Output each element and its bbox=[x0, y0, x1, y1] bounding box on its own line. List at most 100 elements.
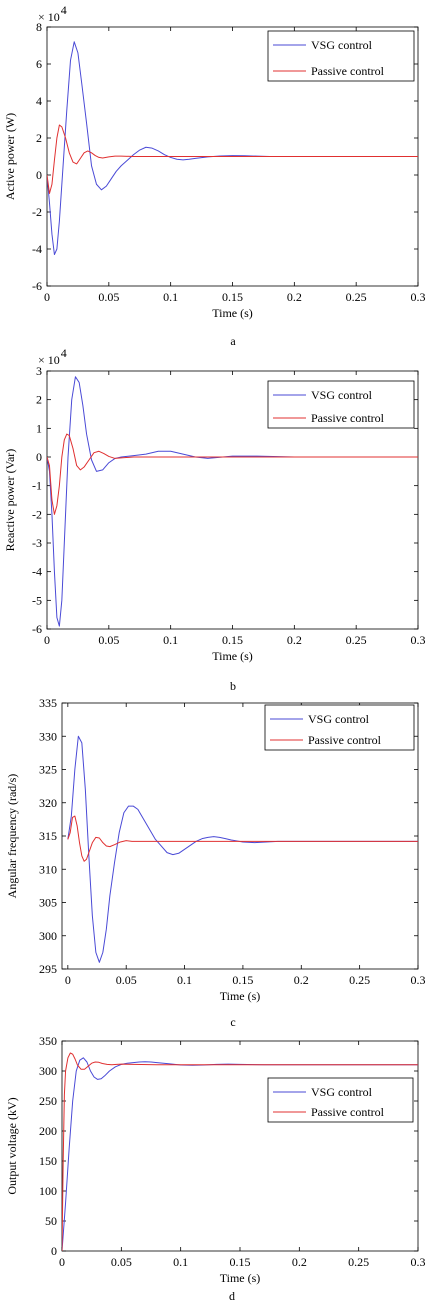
x-tick-label: 0.15 bbox=[232, 973, 253, 987]
panel-label: c bbox=[230, 1015, 235, 1029]
y-tick-label: 150 bbox=[39, 1154, 57, 1168]
legend-entry: VSG control bbox=[311, 38, 373, 52]
y-tick-label: 100 bbox=[39, 1184, 57, 1198]
x-tick-label: 0.25 bbox=[346, 633, 367, 647]
x-tick-label: 0 bbox=[44, 290, 50, 304]
x-tick-label: 0.05 bbox=[98, 290, 119, 304]
chart-panel-b: 0 0.05 0.1 0.15 0.2 0.25 0.3 -6 -5 -4 -3 -2 -1 0 1 2 3× … bbox=[3, 346, 426, 693]
y-tick-label: 350 bbox=[39, 1034, 57, 1048]
x-axis-label: Time (s) bbox=[220, 1271, 261, 1285]
legend: VSG control Passive control bbox=[267, 1077, 414, 1123]
legend-entry: Passive control bbox=[311, 411, 385, 425]
series-line-passive-control bbox=[47, 433, 418, 515]
y-tick-label: -6 bbox=[32, 279, 42, 293]
y-tick-label: -5 bbox=[32, 593, 42, 607]
y-exponent-label: × 104 bbox=[38, 346, 67, 367]
x-tick-label: 0.2 bbox=[287, 290, 302, 304]
series-line-vsg-control bbox=[67, 735, 418, 963]
x-axis-label: Time (s) bbox=[212, 306, 253, 320]
x-tick-label: 0.3 bbox=[411, 973, 426, 987]
x-tick-label: 0.15 bbox=[222, 290, 243, 304]
x-tick-label: 0.05 bbox=[116, 973, 137, 987]
y-axis-label: Reactive power (Var) bbox=[3, 449, 17, 552]
legend: VSG control Passive control bbox=[267, 380, 415, 429]
legend-entry: VSG control bbox=[311, 1085, 373, 1099]
y-tick-label: 305 bbox=[39, 896, 57, 910]
legend: VSG control Passive control bbox=[264, 704, 415, 751]
x-tick-label: 0.2 bbox=[287, 633, 302, 647]
x-tick-label: 0.25 bbox=[348, 1255, 369, 1269]
x-tick-label: 0.05 bbox=[98, 633, 119, 647]
plot-frame bbox=[61, 1040, 419, 1252]
y-tick-label: 250 bbox=[39, 1094, 57, 1108]
y-tick-label: 330 bbox=[39, 729, 57, 743]
y-tick-label: 300 bbox=[39, 1064, 57, 1078]
series-line-passive-control bbox=[47, 124, 418, 194]
y-tick-label: -4 bbox=[32, 242, 42, 256]
x-tick-label: 0 bbox=[59, 1255, 65, 1269]
x-tick-label: 0.1 bbox=[163, 290, 178, 304]
y-exponent-power: 4 bbox=[61, 3, 67, 17]
legend-box bbox=[267, 1077, 414, 1123]
legend-box bbox=[264, 704, 415, 751]
x-tick-label: 0 bbox=[65, 973, 71, 987]
y-tick-label: 320 bbox=[39, 796, 57, 810]
y-tick-label: 0 bbox=[36, 450, 42, 464]
y-tick-label: 8 bbox=[36, 20, 42, 34]
legend-entry: VSG control bbox=[308, 712, 370, 726]
y-tick-label: -6 bbox=[32, 622, 42, 636]
y-tick-label: 1 bbox=[36, 421, 42, 435]
x-tick-label: 0.3 bbox=[411, 290, 426, 304]
legend-entry: Passive control bbox=[311, 64, 385, 78]
x-tick-label: 0.15 bbox=[222, 633, 243, 647]
y-tick-label: 2 bbox=[36, 131, 42, 145]
legend-entry: Passive control bbox=[308, 733, 382, 747]
series-line-vsg-control bbox=[47, 41, 418, 256]
y-tick-label: -3 bbox=[32, 536, 42, 550]
x-tick-label: 0.3 bbox=[411, 633, 426, 647]
x-tick-label: 0.1 bbox=[163, 633, 178, 647]
y-tick-label: 315 bbox=[39, 829, 57, 843]
legend-entry: VSG control bbox=[311, 388, 373, 402]
legend-entry: Passive control bbox=[311, 1105, 385, 1119]
y-tick-label: 50 bbox=[45, 1214, 57, 1228]
y-axis-label: Active power (W) bbox=[3, 113, 17, 200]
x-tick-label: 0.25 bbox=[346, 290, 367, 304]
y-tick-label: 295 bbox=[39, 962, 57, 976]
chart-panel-c: 0 0.05 0.1 0.15 0.2 0.25 0.3 295 300 305 310 315 320… bbox=[5, 696, 426, 1029]
y-tick-label: 310 bbox=[39, 862, 57, 876]
x-tick-label: 0.1 bbox=[173, 1255, 188, 1269]
x-tick-label: 0.2 bbox=[294, 973, 309, 987]
series-line-passive-control bbox=[67, 815, 418, 862]
y-tick-label: -2 bbox=[32, 205, 42, 219]
x-axis-label: Time (s) bbox=[220, 989, 261, 1003]
y-exponent-label: × 104 bbox=[38, 3, 67, 24]
y-tick-label: 4 bbox=[36, 94, 42, 108]
y-tick-label: -2 bbox=[32, 507, 42, 521]
panel-label: a bbox=[230, 334, 236, 348]
y-tick-label: 300 bbox=[39, 929, 57, 943]
y-tick-label: 3 bbox=[36, 364, 42, 378]
x-axis-label: Time (s) bbox=[212, 649, 253, 663]
chart-panel-d: 0 0.05 0.1 0.15 0.2 0.25 0.3 0 50 100 150 200 250 300… bbox=[5, 1034, 426, 1303]
x-tick-label: 0.25 bbox=[349, 973, 370, 987]
y-tick-label: -1 bbox=[32, 479, 42, 493]
y-tick-label: 0 bbox=[36, 168, 42, 182]
legend-box bbox=[267, 380, 415, 429]
y-tick-label: 6 bbox=[36, 57, 42, 71]
panel-label: d bbox=[229, 1289, 235, 1303]
x-tick-label: 0.2 bbox=[292, 1255, 307, 1269]
legend: VSG control Passive control bbox=[267, 30, 415, 82]
x-tick-label: 0.15 bbox=[230, 1255, 251, 1269]
legend-box bbox=[267, 30, 415, 82]
y-tick-label: 335 bbox=[39, 696, 57, 710]
x-tick-label: 0.1 bbox=[177, 973, 192, 987]
panel-label: b bbox=[230, 679, 236, 693]
y-exponent-power: 4 bbox=[61, 346, 67, 360]
y-tick-label: 2 bbox=[36, 393, 42, 407]
x-tick-label: 0.05 bbox=[111, 1255, 132, 1269]
y-tick-label: 0 bbox=[51, 1244, 57, 1258]
y-axis-label: Angular frequency (rad/s) bbox=[5, 774, 19, 899]
chart-panel-a: 0 0.05 0.1 0.15 0.2 0.25 0.3 -6 -4 -2 0 2 4 6 8× 104 Ti… bbox=[3, 3, 426, 348]
